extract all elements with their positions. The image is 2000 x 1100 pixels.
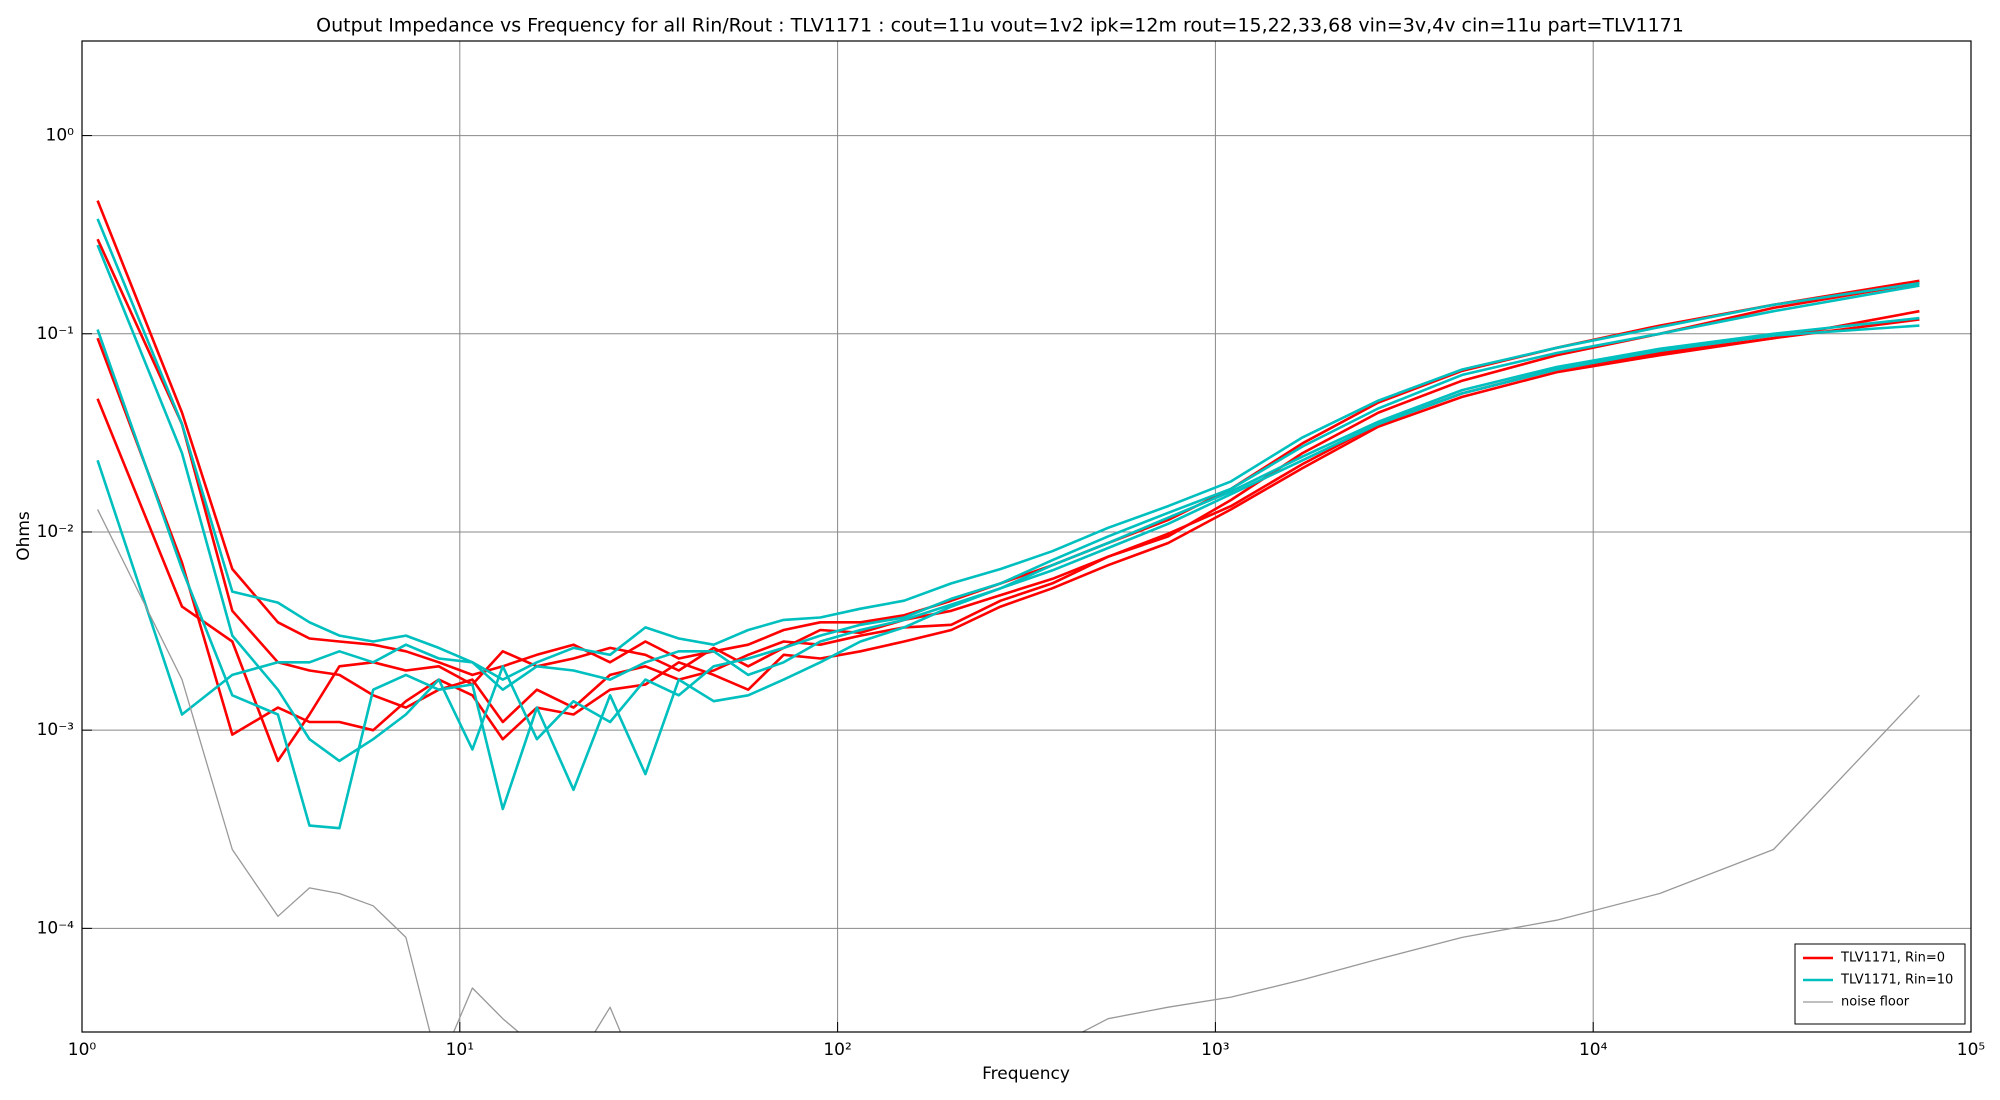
series-line	[96, 238, 1920, 724]
series-line	[96, 324, 1920, 716]
ticks: 10⁰ 10¹ 10² 10³ 10⁴ 10⁵ 10⁻⁴ 10⁻³ 10⁻² 10⁻¹ 10⁰	[37, 126, 1986, 1060]
y-tick-label: 10⁻²	[37, 522, 74, 542]
series-line	[96, 244, 1920, 763]
y-tick-label: 10⁻¹	[37, 324, 74, 344]
x-tick-label: 10²	[823, 1040, 851, 1060]
plot-frame	[81, 40, 1972, 1033]
y-tick-label: 10⁻³	[37, 720, 74, 740]
x-tick-label: 10¹	[446, 1040, 474, 1060]
y-tick-label: 10⁻⁴	[37, 918, 75, 938]
y-axis-label: Ohms	[14, 511, 34, 561]
series-line	[97, 509, 1920, 1032]
series-line	[96, 200, 1920, 677]
y-tick-label: 10⁰	[46, 126, 75, 146]
legend-label: TLV1171, Rin=0	[1840, 951, 1945, 966]
x-tick-label: 10³	[1201, 1040, 1229, 1060]
x-tick-label: 10⁵	[1957, 1040, 1985, 1060]
x-tick-label: 10⁴	[1579, 1040, 1608, 1060]
legend-label: TLV1171, Rin=10	[1840, 973, 1953, 988]
plot-lines	[96, 200, 1920, 1032]
series-line	[96, 318, 1920, 763]
series-line	[96, 316, 1920, 830]
chart-title: Output Impedance vs Frequency for all Ri…	[316, 15, 1684, 37]
x-tick-label: 10⁰	[68, 1040, 97, 1060]
series-line	[96, 218, 1920, 681]
legend-label: noise floor	[1841, 995, 1910, 1010]
x-axis-label: Frequency	[982, 1064, 1070, 1084]
series-line	[96, 309, 1920, 741]
legend: TLV1171, Rin=0 TLV1171, Rin=10 noise floor	[1794, 943, 1966, 1025]
